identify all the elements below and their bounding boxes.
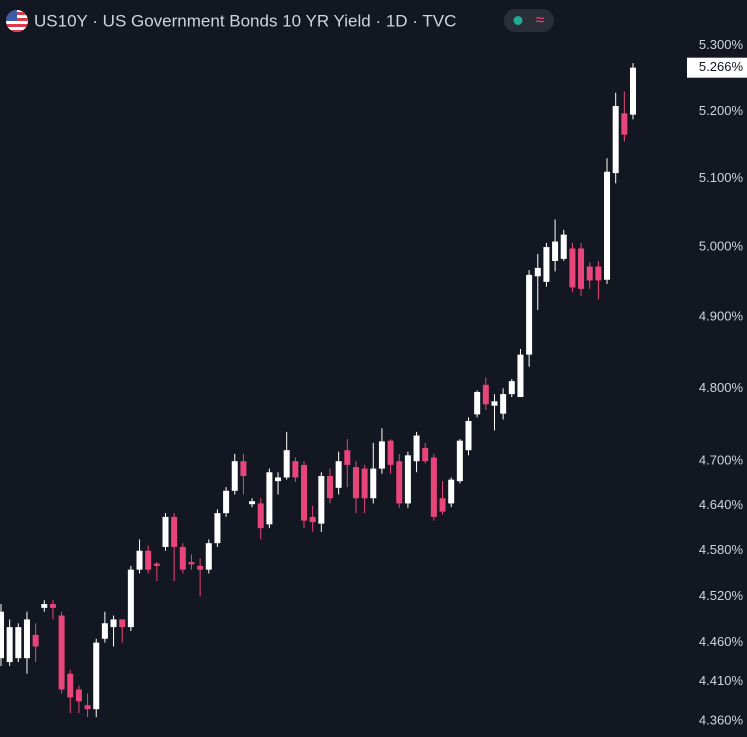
last-price-label: 5.266% <box>699 59 744 74</box>
candle-body <box>578 248 585 289</box>
candle-body <box>604 171 611 280</box>
y-tick-label: 4.520% <box>699 588 744 603</box>
candle-body <box>75 689 82 702</box>
candle-body <box>136 550 143 570</box>
y-tick-label: 4.580% <box>699 542 744 557</box>
candle-body <box>179 546 186 570</box>
candle-body <box>67 673 74 698</box>
candle-body <box>32 634 39 647</box>
candle-body <box>378 441 385 469</box>
y-tick-label: 4.900% <box>699 308 744 323</box>
candle-body <box>630 67 636 115</box>
candle-body <box>23 619 30 659</box>
candle-body <box>326 475 333 499</box>
y-tick-label: 4.460% <box>699 634 744 649</box>
plot-area <box>0 63 636 718</box>
candle-body <box>612 106 619 174</box>
candle-body <box>58 615 65 690</box>
candle-body <box>482 384 489 405</box>
candle-body <box>474 391 481 415</box>
candle-body <box>344 450 351 465</box>
candle-body <box>127 569 134 628</box>
candle-body <box>586 266 593 281</box>
candle-body <box>283 450 290 478</box>
candle-body <box>162 516 169 547</box>
candle-body <box>223 490 230 514</box>
candle-body <box>266 472 273 525</box>
candle-body <box>335 461 342 488</box>
candle-body <box>560 234 567 259</box>
candle-body <box>361 468 368 499</box>
candle-body <box>49 604 56 608</box>
candle-body <box>0 611 4 659</box>
candle-body <box>292 461 299 478</box>
candle-body <box>214 513 221 544</box>
y-tick-label: 4.700% <box>699 453 744 468</box>
candle-body <box>119 619 126 628</box>
candle-body <box>404 455 411 504</box>
candle-body <box>569 248 576 288</box>
svg-text:≈: ≈ <box>536 12 545 29</box>
candle-body <box>301 464 308 521</box>
candle-body <box>430 457 437 517</box>
candle-body <box>6 627 13 663</box>
candle-body <box>257 503 264 529</box>
y-tick-label: 5.200% <box>699 103 744 118</box>
symbol-flag <box>6 10 28 32</box>
candle-body <box>15 627 22 659</box>
candle-body <box>309 516 316 523</box>
candle-body <box>465 420 472 451</box>
candle-body <box>370 468 377 499</box>
y-tick-label: 5.300% <box>699 37 744 52</box>
candle-body <box>197 565 204 570</box>
y-tick-label: 5.100% <box>699 170 744 185</box>
candle-body <box>439 498 446 512</box>
y-tick-label: 4.410% <box>699 673 744 688</box>
candle-body <box>508 381 515 395</box>
candle-body <box>543 247 550 282</box>
y-tick-label: 4.800% <box>699 380 744 395</box>
candle-body <box>396 461 403 504</box>
candle-body <box>318 475 325 524</box>
candle-body <box>145 550 152 570</box>
candle-body <box>387 440 394 465</box>
candle-body <box>456 440 463 482</box>
candle-body <box>517 354 524 398</box>
candle-body <box>621 113 628 135</box>
y-tick-label: 4.360% <box>699 713 744 728</box>
price-axis: 5.300% 5.200% 5.100% 5.000% 4.900% 4.800% 4.70… <box>687 37 747 728</box>
candle-body <box>240 461 247 476</box>
candle-body <box>534 267 541 277</box>
candle-body <box>500 394 507 414</box>
candle-body <box>526 274 533 355</box>
y-tick-label: 4.640% <box>699 497 744 512</box>
y-tick-label: 5.000% <box>699 239 744 254</box>
candle-body <box>84 705 91 710</box>
candle-body <box>352 467 359 499</box>
candle-body <box>595 266 602 281</box>
last-price-box <box>687 57 747 78</box>
candle-body <box>153 563 160 566</box>
candle-body <box>249 501 256 505</box>
candle-body <box>275 477 282 482</box>
candle-body <box>422 447 429 462</box>
candle-body <box>110 619 117 628</box>
candle-body <box>171 516 178 547</box>
candle-body <box>231 461 238 491</box>
candle-body <box>101 623 108 639</box>
candle-body <box>413 435 420 462</box>
candle-body <box>552 241 559 261</box>
candle-body <box>491 401 498 406</box>
candle-body <box>188 562 195 565</box>
candle-body <box>41 604 48 608</box>
status-pill[interactable]: ≈ <box>504 9 554 32</box>
candle-body <box>448 479 455 504</box>
chart-title: US10Y · US Government Bonds 10 YR Yield … <box>34 11 456 30</box>
candle-body <box>93 642 100 710</box>
candle-body <box>205 543 212 570</box>
